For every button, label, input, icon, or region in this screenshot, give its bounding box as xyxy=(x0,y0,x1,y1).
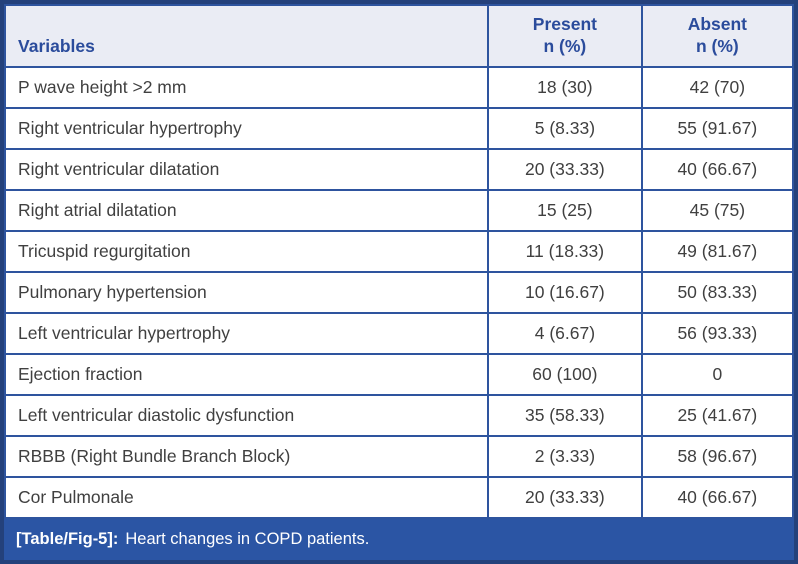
value-cell: 58 (96.67) xyxy=(640,435,795,478)
table-row: Right atrial dilatation 15 (25) 45 (75) xyxy=(3,189,795,232)
table-row: Right ventricular dilatation 20 (33.33) 40… xyxy=(3,148,795,191)
table-row: Tricuspid regurgitation 11 (18.33) 49 (81.… xyxy=(3,230,795,273)
value-cell: 56 (93.33) xyxy=(640,312,795,355)
value-cell: 45 (75) xyxy=(640,189,795,232)
value-cell: 20 (33.33) xyxy=(487,476,643,519)
value-cell: 10 (16.67) xyxy=(487,271,643,314)
variable-cell: P wave height >2 mm xyxy=(3,66,490,109)
col-header-variables: Variables xyxy=(3,4,490,68)
value-cell: 4 (6.67) xyxy=(487,312,643,355)
value-cell: 11 (18.33) xyxy=(487,230,643,273)
value-cell: 40 (66.67) xyxy=(640,148,795,191)
col-header-absent-label: Absent xyxy=(687,14,747,35)
table-body: P wave height >2 mm 18 (30) 42 (70) Right v… xyxy=(3,66,795,519)
value-cell: 55 (91.67) xyxy=(640,107,795,150)
col-header-absent-sub: n (%) xyxy=(695,36,739,56)
variable-cell: Tricuspid regurgitation xyxy=(3,230,490,273)
variable-cell: Left ventricular diastolic dysfunction xyxy=(3,394,490,437)
variable-cell: Left ventricular hypertrophy xyxy=(3,312,490,355)
table-row: Ejection fraction 60 (100) 0 xyxy=(3,353,795,396)
variable-cell: Right ventricular hypertrophy xyxy=(3,107,490,150)
value-cell: 15 (25) xyxy=(487,189,643,232)
data-table: Variables Present n (%) Absent n (%) P w… xyxy=(3,4,795,519)
col-header-absent: Absent n (%) xyxy=(640,4,795,68)
header-row: Variables Present n (%) Absent n (%) xyxy=(3,4,795,68)
table-header: Variables Present n (%) Absent n (%) xyxy=(3,4,795,68)
value-cell: 0 xyxy=(640,353,795,396)
col-header-present-label: Present xyxy=(532,14,597,35)
value-cell: 49 (81.67) xyxy=(640,230,795,273)
value-cell: 42 (70) xyxy=(640,66,795,109)
variable-cell: Ejection fraction xyxy=(3,353,490,396)
table-caption: [Table/Fig-5]: Heart changes in COPD pat… xyxy=(4,519,794,560)
variable-cell: Cor Pulmonale xyxy=(3,476,490,519)
col-header-present-sub: n (%) xyxy=(543,36,587,56)
variable-cell: Pulmonary hypertension xyxy=(3,271,490,314)
value-cell: 60 (100) xyxy=(487,353,643,396)
table-row: RBBB (Right Bundle Branch Block) 2 (3.33)… xyxy=(3,435,795,478)
caption-text: Heart changes in COPD patients. xyxy=(125,530,370,548)
col-header-present: Present n (%) xyxy=(487,4,643,68)
value-cell: 2 (3.33) xyxy=(487,435,643,478)
value-cell: 50 (83.33) xyxy=(640,271,795,314)
value-cell: 20 (33.33) xyxy=(487,148,643,191)
variable-cell: Right ventricular dilatation xyxy=(3,148,490,191)
value-cell: 35 (58.33) xyxy=(487,394,643,437)
table-row: Pulmonary hypertension 10 (16.67) 50 (83.3… xyxy=(3,271,795,314)
value-cell: 25 (41.67) xyxy=(640,394,795,437)
table-row: Right ventricular hypertrophy 5 (8.33) 55 … xyxy=(3,107,795,150)
value-cell: 18 (30) xyxy=(487,66,643,109)
table-row: Left ventricular hypertrophy 4 (6.67) 56 (… xyxy=(3,312,795,355)
table-row: Cor Pulmonale 20 (33.33) 40 (66.67) xyxy=(3,476,795,519)
table-row: Left ventricular diastolic dysfunction 35… xyxy=(3,394,795,437)
table-row: P wave height >2 mm 18 (30) 42 (70) xyxy=(3,66,795,109)
value-cell: 5 (8.33) xyxy=(487,107,643,150)
variable-cell: RBBB (Right Bundle Branch Block) xyxy=(3,435,490,478)
value-cell: 40 (66.67) xyxy=(640,476,795,519)
variable-cell: Right atrial dilatation xyxy=(3,189,490,232)
caption-label: [Table/Fig-5]: xyxy=(16,530,119,548)
